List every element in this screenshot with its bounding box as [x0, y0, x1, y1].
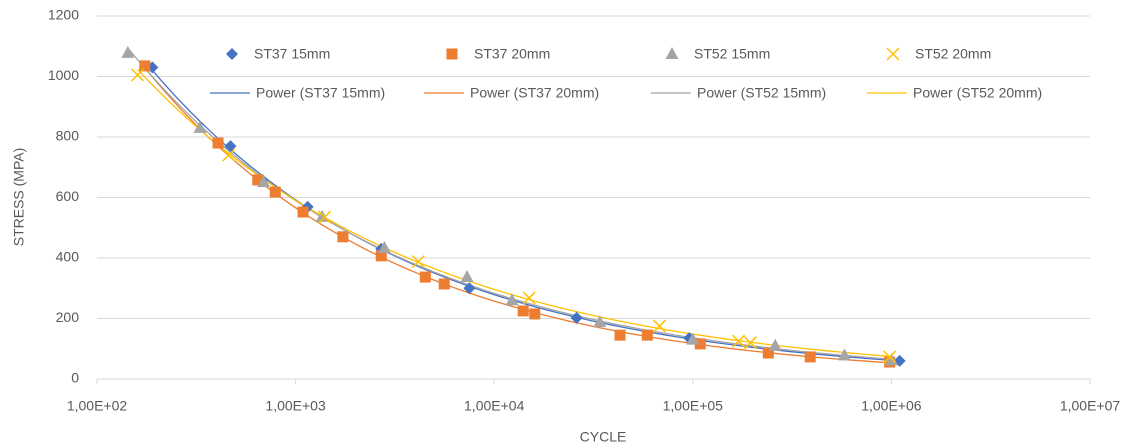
trendline: [151, 69, 900, 362]
y-tick-label: 200: [56, 309, 80, 325]
x-tick-label: 1,00E+02: [67, 398, 128, 414]
legend-label: Power (ST37 15mm): [256, 85, 385, 101]
data-point: [762, 347, 774, 359]
data-point: [593, 315, 607, 328]
x-tick-label: 1,00E+03: [265, 398, 326, 414]
data-point: [193, 120, 207, 133]
data-point: [139, 60, 151, 72]
data-point: [212, 137, 224, 149]
data-point: [743, 336, 757, 350]
data-point: [641, 329, 653, 341]
y-tick-label: 1200: [48, 7, 79, 23]
data-point: [337, 231, 349, 243]
trendline: [137, 68, 890, 357]
data-point: [522, 291, 536, 305]
legend-label: ST37 20mm: [474, 46, 550, 62]
legend-marker: [665, 47, 679, 59]
x-tick-label: 1,00E+04: [464, 398, 525, 414]
legend-label: ST52 15mm: [694, 46, 770, 62]
data-point: [686, 332, 700, 345]
data-point: [768, 338, 782, 351]
y-tick-label: 600: [56, 188, 80, 204]
data-point: [257, 175, 271, 188]
legend-label: ST52 20mm: [915, 46, 991, 62]
legend-label: Power (ST37 20mm): [470, 85, 599, 101]
y-tick-label: 800: [56, 128, 80, 144]
data-point: [694, 338, 706, 350]
x-tick-label: 1,00E+07: [1060, 398, 1121, 414]
y-tick-label: 400: [56, 249, 80, 265]
data-point: [224, 140, 237, 153]
data-point: [252, 174, 264, 186]
legend-label: Power (ST52 15mm): [697, 85, 826, 101]
data-point: [463, 282, 476, 295]
x-tick-label: 1,00E+05: [663, 398, 724, 414]
x-tick-label: 1,00E+06: [861, 398, 922, 414]
x-axis-label: CYCLE: [580, 429, 627, 445]
data-point: [517, 305, 529, 317]
data-point: [377, 241, 391, 254]
data-point: [419, 271, 431, 283]
data-point: [570, 311, 583, 324]
y-tick-label: 0: [71, 370, 79, 386]
legend-marker: [886, 47, 900, 61]
data-point: [614, 329, 626, 341]
data-point: [505, 293, 519, 306]
data-point: [732, 334, 746, 348]
data-point: [883, 350, 897, 364]
data-point: [438, 278, 450, 290]
legend-marker: [446, 48, 458, 60]
data-point: [460, 270, 474, 283]
data-point: [529, 308, 541, 320]
data-point: [269, 186, 281, 198]
data-point: [375, 250, 387, 262]
data-point: [411, 255, 425, 269]
legend-label: Power (ST52 20mm): [913, 85, 1042, 101]
legend-marker: [226, 48, 238, 60]
data-point: [318, 210, 332, 224]
y-axis-label: STRESS (MPA): [11, 148, 27, 247]
data-point: [804, 351, 816, 363]
data-point: [121, 45, 135, 58]
data-point: [653, 319, 667, 333]
data-point: [297, 206, 309, 218]
data-point: [131, 68, 145, 82]
y-tick-label: 1000: [48, 67, 79, 83]
data-point: [222, 148, 236, 162]
legend-label: ST37 15mm: [254, 46, 330, 62]
data-point: [837, 348, 851, 361]
